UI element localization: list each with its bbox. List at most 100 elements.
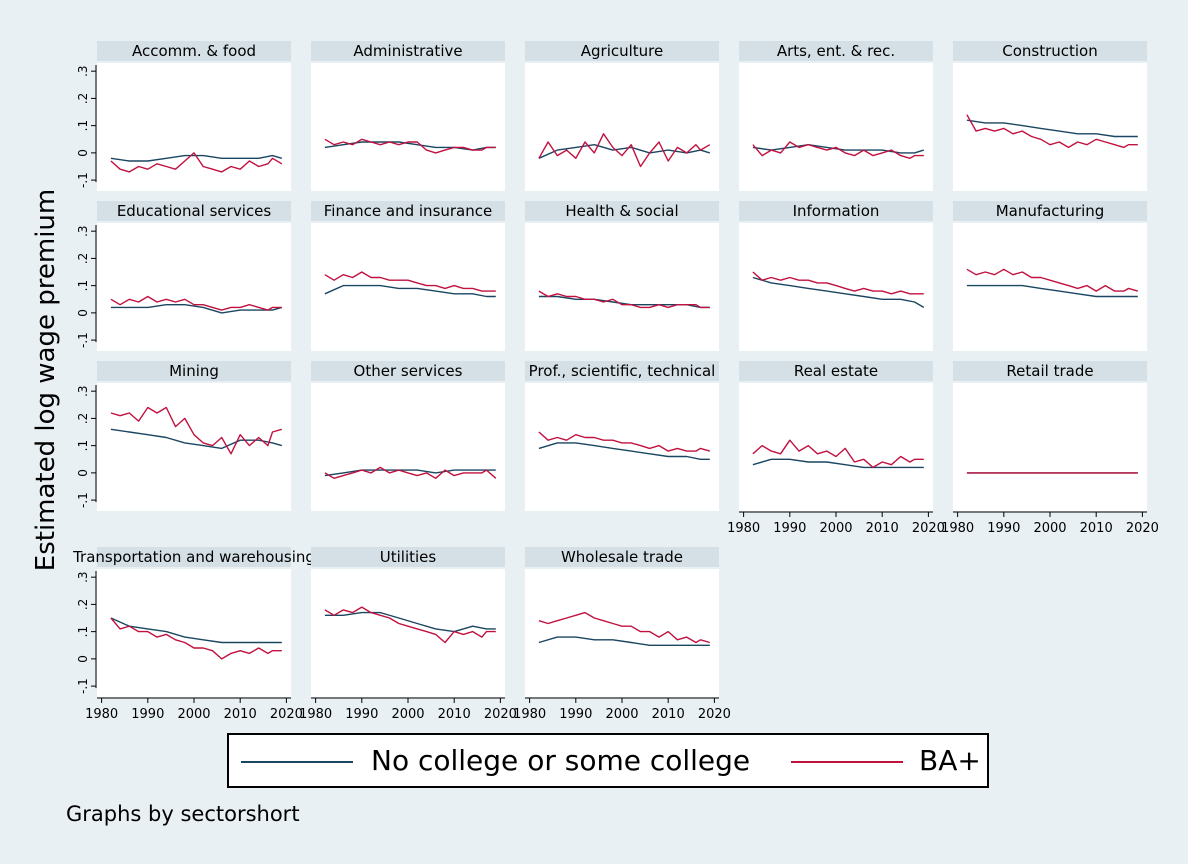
panel-title: Retail trade	[1006, 362, 1093, 380]
panel-utilities: Utilities 1980 1990 2000 2010 2020	[299, 547, 517, 722]
panel-strip	[311, 201, 505, 221]
panel-strip	[953, 41, 1147, 61]
panel-title: Real estate	[794, 362, 878, 380]
panel-strip	[739, 361, 933, 381]
series-ba-plus-line	[324, 271, 496, 292]
y-tick-label: .2	[76, 93, 90, 104]
y-tick-label: .2	[76, 253, 90, 264]
legend-label-no-college: No college or some college	[371, 744, 751, 777]
series-ba-plus-line	[110, 295, 282, 311]
y-axis-label: Estimated log wage premium	[31, 189, 61, 571]
panel-title: Educational services	[117, 202, 272, 220]
series-ba-plus-line	[110, 152, 283, 173]
panel-transportation-and-warehousing: Transportation and warehousing -.1 0 .1 .2 .3…	[72, 547, 315, 722]
y-tick-label: 0	[76, 469, 90, 477]
plot-area	[97, 569, 291, 697]
panel-strip	[311, 361, 505, 381]
x-tick-label: 1990	[559, 707, 592, 722]
panel-title: Agriculture	[581, 42, 664, 60]
y-tick-label: .2	[76, 599, 90, 610]
panel-title: Utilities	[380, 548, 437, 566]
x-tick-label: 2000	[1033, 521, 1066, 536]
plot-area	[525, 383, 719, 511]
series-ba-plus-line	[752, 271, 924, 295]
x-tick-label: 1980	[85, 707, 118, 722]
series-no-college-line	[538, 144, 711, 159]
plot-area	[525, 63, 719, 191]
series-ba-plus-line	[538, 290, 710, 309]
series-ba-plus-line	[324, 466, 497, 479]
panel-construction: Construction	[953, 41, 1147, 191]
plot-area	[311, 383, 505, 511]
y-tick-label: .1	[76, 626, 90, 637]
panel-strip	[525, 361, 719, 381]
panel-title: Health & social	[565, 202, 678, 220]
plot-area	[953, 223, 1147, 351]
plot-area	[97, 383, 291, 511]
panel-manufacturing: Manufacturing	[953, 201, 1147, 351]
series-no-college-line	[324, 284, 496, 298]
panel-title: Information	[793, 202, 880, 220]
x-tick-label: 1990	[345, 707, 378, 722]
panel-strip	[953, 361, 1147, 381]
panel-health-social: Health & social	[525, 201, 719, 351]
panel-prof-scientific-technical: Prof., scientific, technical	[525, 361, 719, 511]
x-tick-label: 2010	[866, 521, 899, 536]
x-tick-label: 2010	[1080, 521, 1113, 536]
series-no-college-line	[324, 469, 496, 477]
series-no-college-line	[110, 154, 282, 162]
y-tick-label: .3	[76, 65, 90, 76]
series-ba-plus-line	[538, 611, 710, 644]
panel-title: Construction	[1002, 42, 1098, 60]
x-tick-label: 1980	[299, 707, 332, 722]
panel-title: Prof., scientific, technical	[529, 362, 716, 380]
y-tick-label: .3	[76, 571, 90, 582]
y-tick-label: -.1	[76, 172, 90, 188]
plot-area	[311, 223, 505, 351]
panel-strip	[97, 201, 291, 221]
panel-title: Arts, ent. & rec.	[777, 42, 895, 60]
plot-area	[311, 63, 505, 191]
series-ba-plus-line	[966, 268, 1138, 292]
panel-title: Accomm. & food	[132, 42, 256, 60]
panel-strip	[525, 547, 719, 567]
plot-area	[97, 63, 291, 191]
panel-other-services: Other services	[311, 361, 505, 511]
x-tick-label: 2000	[177, 707, 210, 722]
legend-line-ba-plus	[791, 761, 903, 763]
panel-administrative: Administrative	[311, 41, 505, 191]
plot-area	[739, 63, 933, 191]
x-tick-label: 1980	[513, 707, 546, 722]
series-ba-plus-line	[110, 617, 282, 660]
series-no-college-line	[538, 636, 710, 646]
panel-real-estate: Real estate 1980 1990 2000 2010 2020	[727, 361, 945, 536]
panel-agriculture: Agriculture	[525, 41, 719, 191]
panel-educational-services: Educational services -.1 0 .1 .2 .3	[76, 201, 291, 351]
series-no-college-line	[966, 119, 1138, 138]
x-tick-label: 1980	[727, 521, 760, 536]
panel-strip	[97, 547, 291, 567]
panel-title: Administrative	[353, 42, 462, 60]
panel-retail-trade: Retail trade 1980 1990 2000 2010 2020	[941, 361, 1159, 536]
plot-area	[525, 223, 719, 351]
panel-title: Transportation and warehousing	[72, 548, 315, 566]
x-tick-label: 1990	[131, 707, 164, 722]
plot-area	[97, 223, 291, 351]
panel-strip	[739, 41, 933, 61]
series-no-college-line	[752, 458, 924, 469]
x-tick-label: 2010	[224, 707, 257, 722]
series-ba-plus-line	[324, 138, 496, 154]
panel-wholesale-trade: Wholesale trade 1980 1990 2000 2010 2020	[513, 547, 731, 722]
series-ba-plus-line	[752, 141, 924, 159]
series-ba-plus-line	[324, 606, 496, 644]
panel-strip	[525, 41, 719, 61]
x-tick-label: 2000	[605, 707, 638, 722]
y-tick-label: 0	[76, 149, 90, 157]
panel-title: Mining	[169, 362, 219, 380]
series-no-college-line	[110, 617, 282, 644]
panel-strip	[97, 41, 291, 61]
series-ba-plus-line	[966, 114, 1138, 149]
series-ba-plus-line	[110, 406, 282, 455]
graphs-by-note: Graphs by sectorshort	[66, 802, 300, 826]
panel-strip	[97, 361, 291, 381]
